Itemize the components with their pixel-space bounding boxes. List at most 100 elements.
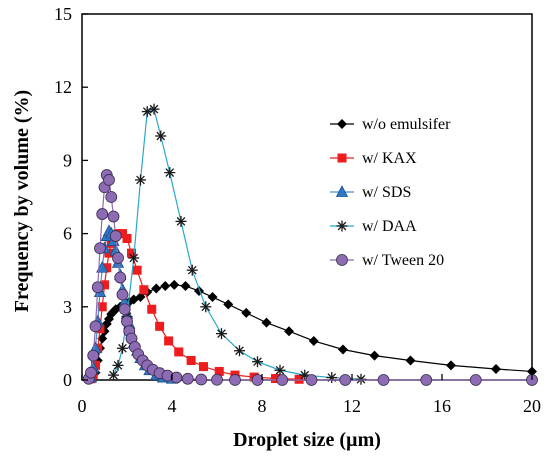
legend: w/o emulsifer w/ KAX w/ SDS w/ DAA w/ Tween … bbox=[330, 116, 451, 269]
data-point bbox=[369, 350, 380, 361]
legend-label: w/ Tween 20 bbox=[362, 252, 444, 269]
data-point bbox=[174, 347, 184, 357]
data-point bbox=[181, 372, 194, 385]
data-point bbox=[118, 303, 131, 316]
data-point bbox=[118, 229, 127, 239]
series-4 bbox=[82, 169, 538, 386]
ticks-layer: 0 4 8 12 16 20 0 3 6 9 12 15 bbox=[54, 4, 541, 416]
data-point bbox=[135, 174, 146, 186]
data-point bbox=[336, 254, 348, 266]
series-0 bbox=[90, 279, 537, 378]
data-point bbox=[112, 252, 124, 264]
data-point bbox=[164, 167, 176, 179]
data-point bbox=[85, 366, 97, 379]
x-tick-label: 8 bbox=[258, 396, 267, 416]
data-point bbox=[207, 292, 218, 303]
data-point bbox=[339, 374, 352, 386]
data-point bbox=[102, 263, 112, 273]
data-point bbox=[91, 281, 104, 294]
legend-item: w/ KAX bbox=[330, 150, 417, 167]
data-point bbox=[155, 130, 167, 142]
series-line bbox=[88, 173, 532, 381]
data-point bbox=[108, 369, 119, 381]
data-point bbox=[112, 359, 124, 371]
data-point bbox=[97, 302, 107, 312]
data-point bbox=[241, 307, 252, 318]
data-point bbox=[229, 374, 241, 386]
data-point bbox=[121, 315, 133, 328]
data-point bbox=[214, 366, 224, 376]
y-axis-title: Frequency by volume (%) bbox=[11, 90, 33, 312]
y-tick-label: 6 bbox=[63, 224, 72, 244]
data-point bbox=[103, 174, 115, 186]
data-point bbox=[151, 283, 162, 294]
data-point bbox=[336, 220, 348, 232]
data-point bbox=[117, 342, 128, 354]
data-point bbox=[405, 355, 416, 366]
data-point bbox=[89, 320, 102, 333]
data-point bbox=[127, 248, 136, 258]
data-point bbox=[186, 264, 198, 276]
data-point bbox=[122, 233, 132, 243]
data-point bbox=[469, 374, 482, 386]
data-point bbox=[96, 208, 109, 220]
data-point bbox=[114, 271, 127, 284]
y-tick-label: 0 bbox=[63, 370, 72, 390]
legend-item: w/ Tween 20 bbox=[330, 252, 444, 269]
data-point bbox=[109, 230, 122, 242]
x-axis-title: Droplet size (µm) bbox=[233, 429, 381, 451]
data-point bbox=[284, 326, 294, 337]
x-tick-label: 16 bbox=[433, 396, 451, 416]
data-point bbox=[195, 373, 208, 386]
data-point bbox=[216, 328, 227, 340]
data-point bbox=[377, 374, 390, 386]
data-point bbox=[326, 372, 338, 384]
data-point bbox=[199, 362, 208, 372]
y-tick-label: 3 bbox=[63, 297, 72, 317]
y-tick-label: 15 bbox=[54, 4, 72, 24]
data-point bbox=[94, 242, 106, 255]
data-point bbox=[135, 292, 146, 303]
x-tick-label: 4 bbox=[168, 396, 177, 416]
data-point bbox=[335, 185, 349, 197]
data-point bbox=[148, 103, 160, 115]
series-line bbox=[90, 233, 300, 380]
data-point bbox=[252, 356, 263, 368]
data-point bbox=[169, 279, 180, 290]
x-tick-label: 0 bbox=[78, 396, 87, 416]
plot-frame bbox=[81, 13, 533, 381]
data-point bbox=[261, 317, 272, 328]
data-point bbox=[527, 366, 537, 377]
legend-label: w/o emulsifer bbox=[362, 116, 451, 133]
y-tick-label: 9 bbox=[63, 150, 72, 170]
data-point bbox=[87, 349, 100, 362]
legend-item: w/ DAA bbox=[330, 218, 417, 235]
data-point bbox=[107, 210, 120, 223]
legend-label: w/ SDS bbox=[362, 184, 411, 201]
data-point bbox=[276, 374, 289, 386]
series-3 bbox=[108, 103, 367, 385]
data-point bbox=[337, 119, 347, 129]
data-point bbox=[194, 285, 204, 296]
data-point bbox=[164, 336, 174, 346]
data-point bbox=[139, 285, 149, 295]
legend-label: w/ DAA bbox=[362, 218, 417, 235]
legend-item: w/o emulsifer bbox=[330, 116, 451, 133]
data-point bbox=[186, 355, 196, 365]
data-point bbox=[271, 374, 280, 384]
data-point bbox=[223, 299, 234, 310]
data-point bbox=[251, 374, 264, 386]
data-point bbox=[147, 304, 157, 314]
data-point bbox=[446, 360, 456, 371]
x-tick-label: 12 bbox=[343, 396, 361, 416]
data-point bbox=[155, 321, 165, 331]
data-point bbox=[100, 280, 109, 290]
data-point bbox=[308, 335, 319, 346]
data-point bbox=[132, 265, 142, 275]
data-point bbox=[294, 374, 304, 384]
legend-label: w/ KAX bbox=[362, 150, 417, 167]
data-point bbox=[491, 364, 501, 375]
data-point bbox=[211, 373, 223, 386]
data-point bbox=[420, 374, 433, 386]
